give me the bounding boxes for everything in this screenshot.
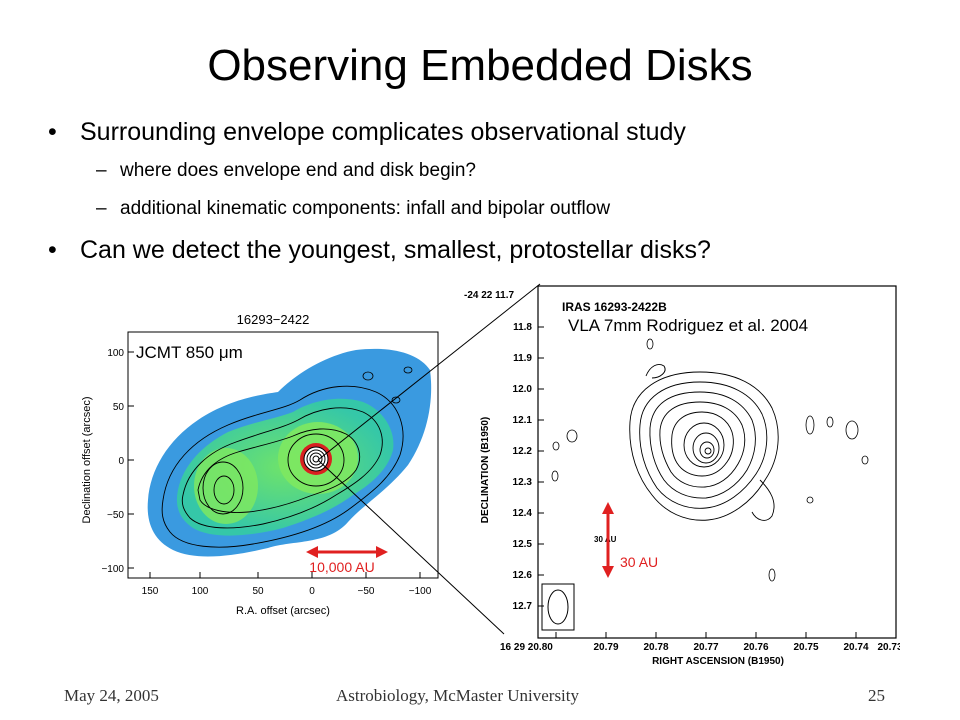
jcmt-xtick: 50 bbox=[252, 586, 264, 597]
jcmt-ytick: −100 bbox=[101, 564, 124, 575]
vla-xtick: 20.76 bbox=[743, 642, 768, 653]
jcmt-xtick: 150 bbox=[142, 586, 159, 597]
jcmt-peak-ring bbox=[303, 446, 329, 472]
jcmt-label: JCMT 850 μm bbox=[136, 343, 243, 362]
vla-ytick: 11.8 bbox=[513, 322, 532, 333]
vla-label: VLA 7mm Rodriguez et al. 2004 bbox=[566, 316, 811, 336]
vla-xtick: 20.75 bbox=[793, 642, 818, 653]
vla-xtick: 20.74 bbox=[843, 642, 868, 653]
sub-bullet-2-text: additional kinematic components: infall … bbox=[120, 198, 611, 219]
sub-bullet-1-text: where does envelope end and disk begin? bbox=[120, 160, 476, 181]
bullet-marker: • bbox=[48, 118, 57, 146]
vla-header: IRAS 16293-2422B bbox=[562, 300, 667, 314]
jcmt-xtick: −50 bbox=[358, 586, 375, 597]
vla-xtick: 20.73 bbox=[877, 642, 900, 653]
jcmt-xtick: 100 bbox=[192, 586, 209, 597]
jcmt-ytick: 50 bbox=[113, 402, 125, 413]
bullet-1: • Surrounding envelope complicates observ… bbox=[48, 118, 686, 147]
sub-bullet-2: – additional kinematic components: infall… bbox=[96, 198, 610, 220]
jcmt-ytick: −50 bbox=[107, 510, 124, 521]
vla-scale-arrow bbox=[602, 502, 614, 578]
jcmt-contours bbox=[161, 385, 404, 548]
vla-beam bbox=[547, 589, 569, 625]
jcmt-noise-contours bbox=[362, 366, 413, 404]
vla-ytick: 12.4 bbox=[513, 508, 533, 519]
jcmt-ytick: 100 bbox=[107, 348, 124, 359]
vla-ylabel: DECLINATION (B1950) bbox=[480, 417, 491, 524]
footer-page-number: 25 bbox=[868, 686, 885, 705]
jcmt-ytick: 0 bbox=[118, 456, 124, 467]
bullet-marker: • bbox=[48, 236, 57, 264]
vla-ytick: 12.1 bbox=[513, 415, 533, 426]
dash-marker: – bbox=[96, 198, 107, 219]
vla-ytick: 12.0 bbox=[513, 384, 533, 395]
jcmt-map-figure: 16293−2422 100 50 0 −50 −100 150 100 bbox=[81, 312, 439, 617]
vla-ytick: 11.9 bbox=[513, 353, 532, 364]
vla-scale-label: 30 AU bbox=[620, 554, 658, 570]
vla-noise-contours bbox=[551, 338, 869, 582]
jcmt-scale-arrow bbox=[306, 546, 388, 558]
vla-xtick: 16 29 20.80 bbox=[500, 642, 553, 653]
vla-xtick: 20.79 bbox=[593, 642, 618, 653]
vla-map-figure: -24 22 11.7 IRAS 16293-2422B 11.8 11.9 1… bbox=[464, 285, 900, 667]
jcmt-scale-label: 10,000 AU bbox=[309, 559, 374, 575]
vla-xtick: 20.78 bbox=[643, 642, 668, 653]
vla-xtick: 20.77 bbox=[693, 642, 718, 653]
vla-xlabel: RIGHT ASCENSION (B1950) bbox=[652, 656, 784, 667]
vla-top-tick: -24 22 11.7 bbox=[464, 290, 514, 301]
bullet-2-text: Can we detect the youngest, smallest, pr… bbox=[80, 236, 711, 264]
bullet-1-text: Surrounding envelope complicates observa… bbox=[80, 118, 686, 146]
bullet-2: • Can we detect the youngest, smallest, p… bbox=[48, 236, 711, 265]
vla-ytick: 12.7 bbox=[513, 601, 533, 612]
vla-ytick: 12.3 bbox=[513, 477, 533, 488]
vla-scale-small: 30 AU bbox=[594, 535, 617, 544]
sub-bullet-1: – where does envelope end and disk begin? bbox=[96, 160, 476, 182]
footer-venue: Astrobiology, McMaster University bbox=[336, 686, 580, 705]
jcmt-header: 16293−2422 bbox=[237, 312, 310, 327]
vla-ytick-marks bbox=[538, 326, 857, 638]
jcmt-tick-marks bbox=[128, 351, 421, 578]
slide-title: Observing Embedded Disks bbox=[207, 41, 753, 90]
footer-date: May 24, 2005 bbox=[64, 686, 159, 705]
vla-ytick: 12.2 bbox=[513, 446, 533, 457]
jcmt-xlabel: R.A. offset (arcsec) bbox=[236, 605, 330, 617]
jcmt-xtick: 0 bbox=[309, 586, 315, 597]
vla-ytick: 12.5 bbox=[513, 539, 533, 550]
vla-ytick: 12.6 bbox=[513, 570, 533, 581]
dash-marker: – bbox=[96, 160, 107, 181]
jcmt-xtick: −100 bbox=[409, 586, 432, 597]
vla-contours bbox=[629, 364, 779, 521]
jcmt-ylabel: Declination offset (arcsec) bbox=[81, 397, 93, 524]
vla-beam-box bbox=[541, 583, 575, 631]
